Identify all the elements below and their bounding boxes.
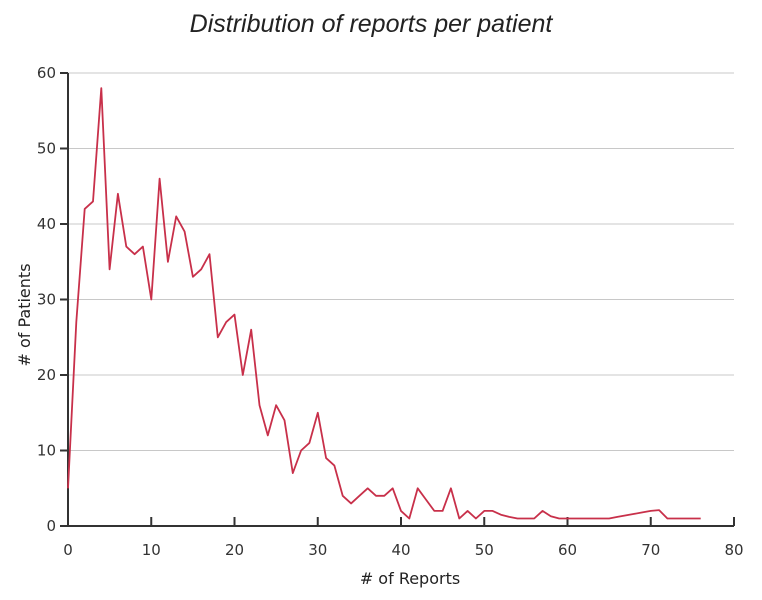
x-tick-label-80: 80: [724, 541, 743, 559]
x-axis-ticks: 0 10 20 30 40 50 60 70 80: [63, 517, 744, 559]
x-tick-label-70: 70: [641, 541, 660, 559]
y-tick-label-40: 40: [37, 215, 56, 233]
y-tick-label-60: 60: [37, 64, 56, 82]
gridlines: [68, 72, 734, 451]
y-tick-label-10: 10: [37, 442, 56, 460]
y-tick-label-50: 50: [37, 140, 56, 158]
x-tick-label-50: 50: [475, 541, 494, 559]
x-tick-label-0: 0: [63, 541, 73, 559]
x-tick-label-20: 20: [225, 541, 244, 559]
x-axis-title: # of Reports: [360, 569, 460, 588]
y-axis-title: # of Patients: [15, 263, 34, 366]
y-tick-label-20: 20: [37, 366, 56, 384]
series-line: [67, 87, 701, 520]
x-tick-label-10: 10: [142, 541, 161, 559]
y-axis-ticks: 0 10 20 30 40 50 60: [37, 64, 68, 535]
chart-title: Distribution of reports per patient: [189, 10, 553, 38]
x-tick-label-30: 30: [308, 541, 327, 559]
x-tick-label-60: 60: [558, 541, 577, 559]
y-tick-label-30: 30: [37, 291, 56, 309]
x-tick-label-40: 40: [391, 541, 410, 559]
y-tick-label-0: 0: [46, 517, 56, 535]
